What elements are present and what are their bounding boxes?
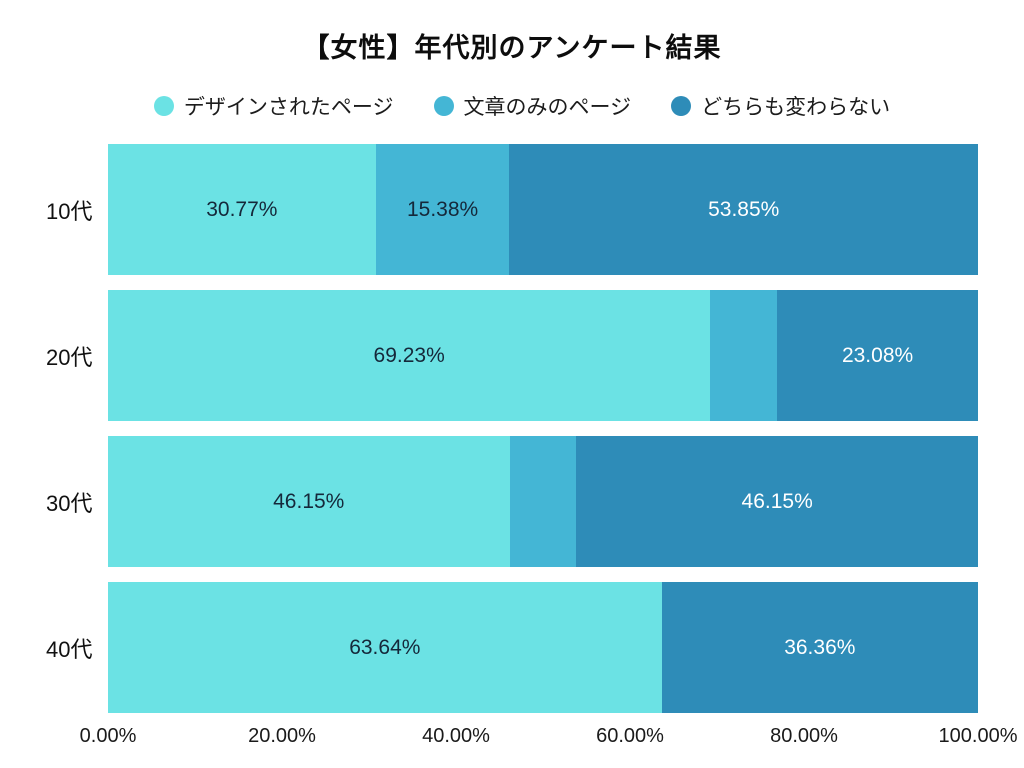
bar-row-40代: 40代 63.64% 36.36% [0, 582, 1024, 713]
legend: デザインされたページ 文章のみのページ どちらも変わらない [0, 91, 1024, 121]
legend-item-0: デザインされたページ [153, 91, 394, 121]
category-label: 40代 [46, 636, 93, 662]
bar-row-10代: 10代 30.77% 15.38% 53.85% [0, 144, 1024, 275]
legend-dot-icon [671, 96, 692, 116]
legend-label: 文章のみのページ [463, 96, 632, 119]
category-label: 20代 [46, 344, 93, 370]
legend-label: どちらも変わらない [701, 96, 891, 119]
chart-page: 【女性】年代別のアンケート結果 デザインされたページ 文章のみのページ どちらも変わ… [0, 26, 1024, 768]
legend-dot-icon [153, 96, 174, 116]
x-axis-tick: 60.00% [596, 725, 664, 747]
bar-track: 63.64% 36.36% [108, 582, 978, 713]
bar-row-20代: 20代 69.23% 23.08% [0, 290, 1024, 421]
x-axis-tick: 80.00% [770, 725, 838, 747]
x-axis-tick: 0.00% [79, 725, 137, 747]
legend-item-2: どちらも変わらない [671, 91, 890, 121]
x-axis-tick: 20.00% [248, 725, 316, 747]
bar-segment-series-0: 69.23% [108, 290, 711, 421]
legend-item-1: 文章のみのページ [433, 91, 632, 121]
legend-label: デザインされたページ [183, 96, 394, 119]
bar-segment-series-1 [710, 290, 778, 421]
bar-segment-series-0: 30.77% [108, 144, 376, 275]
bar-segment-series-1: 15.38% [375, 144, 510, 275]
x-axis: 0.00% 20.00% 40.00% 60.00% 80.00% 100.00% [80, 725, 1018, 755]
legend-dot-icon [433, 96, 454, 116]
bar-segment-series-0: 63.64% [108, 582, 662, 713]
bar-track: 30.77% 15.38% 53.85% [108, 144, 978, 275]
chart-title: 【女性】年代別のアンケート結果 [302, 33, 722, 63]
bar-segment-series-2: 23.08% [777, 290, 978, 421]
bar-segment-series-0: 46.15% [108, 436, 510, 567]
stacked-bar-chart: 10代 30.77% 15.38% 53.85% 20代 69.23% 23.08% 30代 4… [0, 144, 1024, 713]
bar-segment-series-1 [509, 436, 577, 567]
bar-row-30代: 30代 46.15% 46.15% [0, 436, 1024, 567]
bar-segment-series-2: 53.85% [509, 144, 978, 275]
bar-track: 46.15% 46.15% [108, 436, 978, 567]
x-axis-tick: 100.00% [938, 725, 1018, 747]
bar-track: 69.23% 23.08% [108, 290, 978, 421]
x-axis-tick: 40.00% [422, 725, 490, 747]
bar-segment-series-2: 36.36% [661, 582, 978, 713]
bar-segment-series-2: 46.15% [576, 436, 978, 567]
category-label: 30代 [46, 490, 93, 516]
category-label: 10代 [46, 198, 93, 224]
